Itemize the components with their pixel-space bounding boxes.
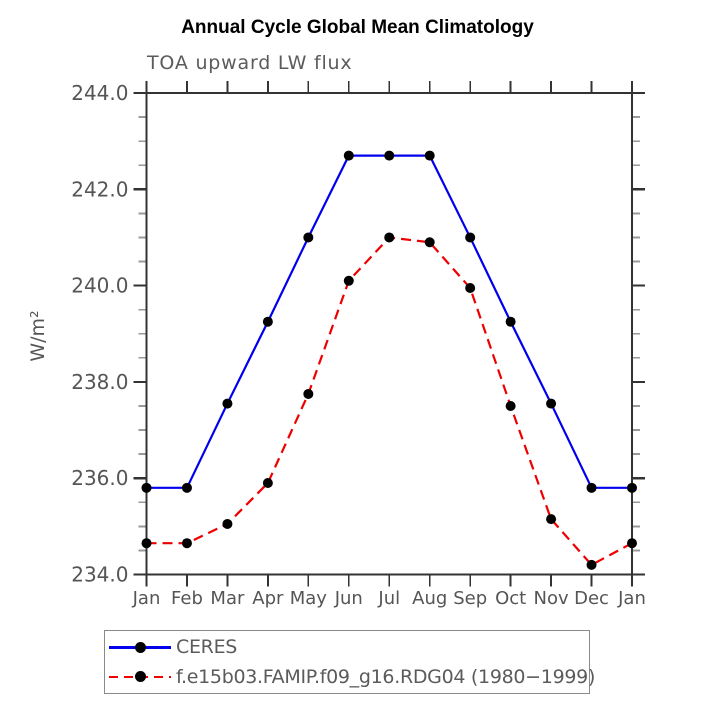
x-tick-label: Jun	[334, 588, 363, 609]
series-0-marker	[343, 150, 354, 161]
series-0-line	[146, 154, 632, 489]
series-0-marker	[181, 482, 192, 493]
series-1-marker	[262, 478, 273, 489]
series-1-marker	[586, 559, 597, 570]
y-tick-label: 234.0	[71, 563, 128, 587]
series-1-marker	[303, 388, 314, 399]
series-0-marker	[384, 150, 395, 161]
x-tick-label: Dec	[574, 588, 609, 609]
y-axis-title: W/m²	[27, 310, 49, 361]
circle-marker-icon	[134, 671, 146, 683]
series-1-line	[146, 236, 633, 567]
legend: CERES f.e15b03.FAMIP.f09_g16.RDG04 (1980…	[104, 630, 595, 694]
series-0-marker	[586, 482, 597, 493]
series-0-marker	[262, 316, 273, 327]
y-tick-label: 244.0	[71, 81, 128, 105]
circle-marker-icon	[134, 641, 146, 653]
series-1-marker	[424, 237, 435, 248]
chart-subtitle: TOA upward LW flux	[147, 52, 353, 74]
plot-frame	[145, 92, 633, 576]
x-tick-label: Mar	[210, 588, 245, 609]
series-0-marker	[627, 482, 637, 493]
series-1-marker	[181, 538, 192, 549]
series-0-marker	[505, 316, 516, 327]
series-1-marker	[222, 518, 233, 529]
series-0-marker	[222, 398, 233, 409]
x-tick-label: Apr	[252, 588, 284, 609]
x-tick-label: Jul	[377, 588, 400, 609]
series-1-marker	[505, 400, 516, 411]
series-1-marker	[546, 514, 557, 525]
series-0-marker	[141, 482, 152, 493]
series-0-marker	[303, 232, 314, 243]
legend-line-swatch-dashed	[109, 666, 171, 688]
series-1-marker	[141, 538, 152, 549]
series-1-marker	[343, 275, 354, 286]
series-0-marker	[465, 232, 476, 243]
x-tick-label: Sep	[453, 588, 487, 609]
x-tick-label: Feb	[171, 588, 203, 609]
y-tick-label: 240.0	[71, 274, 128, 298]
series-1-marker	[465, 283, 476, 294]
x-tick-label: May	[290, 588, 328, 609]
legend-item-ceres: CERES	[109, 634, 589, 661]
series-0-marker	[546, 398, 557, 409]
x-tick-label: Aug	[412, 588, 447, 609]
y-tick-label: 242.0	[71, 177, 128, 201]
y-tick-label: 238.0	[71, 370, 128, 394]
series-1-marker	[627, 538, 637, 549]
y-tick-label: 236.0	[71, 466, 128, 490]
legend-item-model: f.e15b03.FAMIP.f09_g16.RDG04 (1980−1999)	[109, 663, 595, 690]
legend-line-swatch-solid	[109, 636, 171, 658]
series-0-marker	[424, 150, 435, 161]
x-tick-label: Jan	[617, 588, 646, 609]
legend-label: CERES	[176, 636, 238, 659]
x-tick-label: Oct	[495, 588, 526, 609]
x-tick-label: Nov	[534, 588, 569, 609]
legend-label: f.e15b03.FAMIP.f09_g16.RDG04 (1980−1999)	[176, 665, 596, 688]
series-1-marker	[384, 232, 395, 243]
x-tick-label: Jan	[132, 588, 161, 609]
chart-title: Annual Cycle Global Mean Climatology	[181, 17, 534, 38]
